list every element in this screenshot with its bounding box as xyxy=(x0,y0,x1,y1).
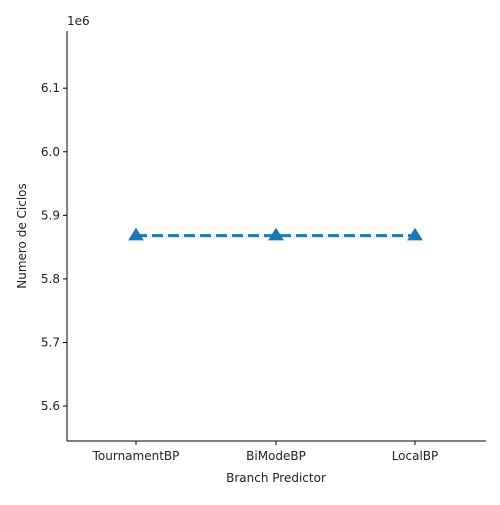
y-offset-label: 1e6 xyxy=(67,14,90,28)
data-point-marker xyxy=(407,227,423,241)
y-tick-label: 5.8 xyxy=(41,272,60,286)
x-ticks: TournamentBP BiModeBP LocalBP xyxy=(92,441,439,463)
y-tick-label: 5.6 xyxy=(41,399,60,413)
y-tick-label: 6.1 xyxy=(41,81,60,95)
x-tick-label: LocalBP xyxy=(392,449,439,463)
x-tick-label: TournamentBP xyxy=(92,449,180,463)
y-tick-label: 5.9 xyxy=(41,208,60,222)
y-tick-label: 6.0 xyxy=(41,145,60,159)
series-group xyxy=(128,227,423,241)
y-tick-label: 5.7 xyxy=(41,335,60,349)
data-point-marker xyxy=(268,227,284,241)
x-axis-label: Branch Predictor xyxy=(226,471,326,485)
x-tick-label: BiModeBP xyxy=(246,449,306,463)
y-ticks: 5.6 5.7 5.8 5.9 6.0 6.1 xyxy=(41,81,67,413)
data-point-marker xyxy=(128,227,144,241)
y-axis-label: Numero de Ciclos xyxy=(15,183,29,289)
